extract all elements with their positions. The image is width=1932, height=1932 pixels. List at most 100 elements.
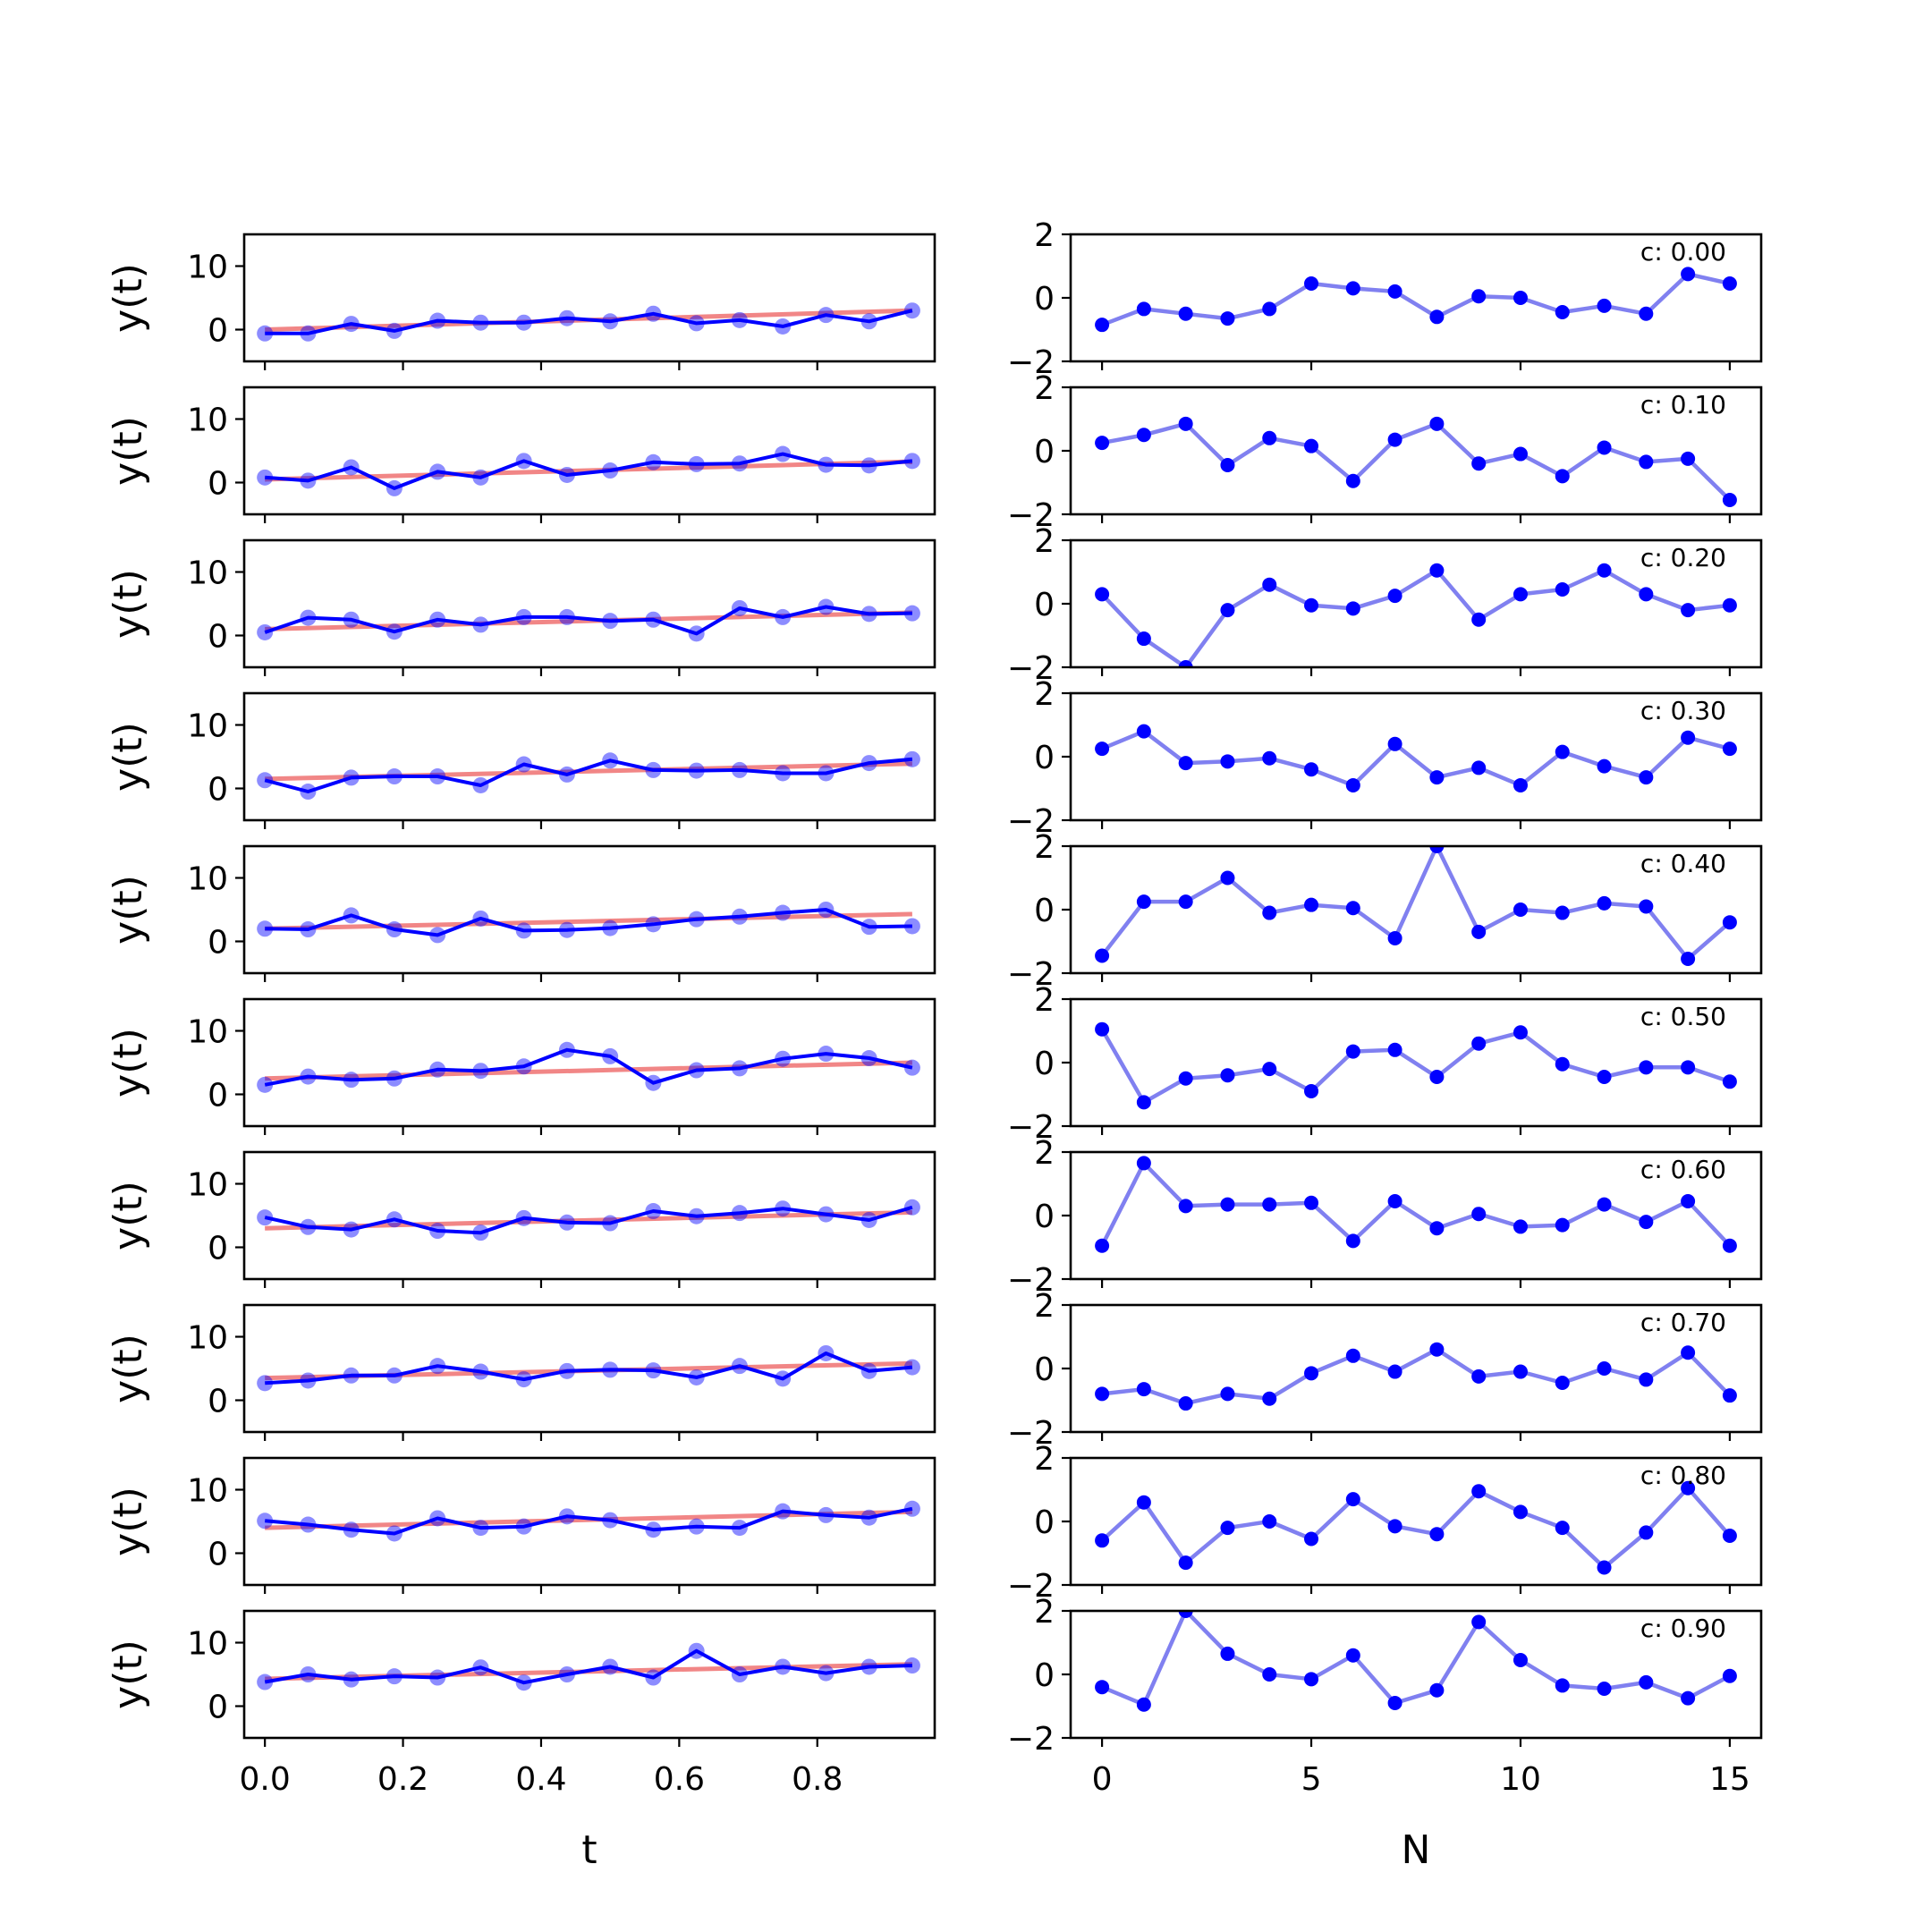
right-data-point xyxy=(1429,1069,1445,1084)
left-data-point xyxy=(257,1375,274,1392)
right-data-point xyxy=(1304,1672,1319,1687)
right-data-point xyxy=(1639,306,1654,321)
right-data-point xyxy=(1513,777,1528,792)
left-series-line xyxy=(265,1352,913,1385)
left-y-axis-label: y(t) xyxy=(106,416,151,486)
right-y-tick-label: 2 xyxy=(1034,1441,1055,1478)
right-series-group xyxy=(1095,724,1737,792)
right-data-point xyxy=(1639,770,1654,785)
right-annotation: c: 0.20 xyxy=(1640,543,1726,572)
left-y-tick-label: 0 xyxy=(208,1231,228,1267)
right-data-point xyxy=(1471,1484,1487,1499)
right-data-point xyxy=(1220,870,1235,886)
right-y-tick-label: 2 xyxy=(1034,1288,1055,1325)
right-data-point xyxy=(1095,1680,1110,1695)
right-series-group xyxy=(1095,845,1737,967)
right-annotation: c: 0.10 xyxy=(1640,390,1726,419)
right-data-point xyxy=(1220,1386,1235,1402)
right-data-point xyxy=(1387,1519,1402,1534)
right-data-point xyxy=(1429,770,1445,785)
right-y-tick-label: −2 xyxy=(1007,344,1055,381)
left-y-tick-label: 10 xyxy=(187,1473,228,1510)
right-data-point xyxy=(1722,1238,1737,1253)
left-y-tick-label: 10 xyxy=(187,1320,228,1357)
right-plot-frame xyxy=(1069,538,1763,669)
right-data-point xyxy=(1639,1674,1654,1690)
right-data-point xyxy=(1639,454,1654,470)
left-subplot-9: 0 10 0.0 0.2 0.4 0.6 0.8 y(t) xyxy=(106,1609,936,1798)
right-data-point xyxy=(1471,1207,1487,1222)
right-data-point xyxy=(1304,1366,1319,1381)
left-y-axis-label: y(t) xyxy=(106,1028,151,1097)
left-y-tick-label: 0 xyxy=(208,772,228,809)
right-data-point xyxy=(1555,744,1570,759)
right-data-point xyxy=(1597,440,1612,455)
right-data-point xyxy=(1722,915,1737,930)
right-series-group xyxy=(1095,1480,1737,1575)
left-x-tick-label: 0.0 xyxy=(240,1761,291,1798)
right-data-point xyxy=(1555,1521,1570,1536)
right-data-point xyxy=(1597,1069,1612,1084)
right-data-point xyxy=(1555,1056,1570,1072)
left-plot-frame xyxy=(242,997,936,1128)
left-subplot-5: 0 10 y(t) xyxy=(106,997,936,1135)
left-data-point xyxy=(903,1359,920,1376)
right-data-point xyxy=(1387,589,1402,604)
right-data-point xyxy=(1345,1348,1360,1363)
right-y-tick-label: 0 xyxy=(1034,1199,1055,1235)
right-data-point xyxy=(1304,1531,1319,1546)
right-y-tick-label: −2 xyxy=(1007,1721,1055,1758)
left-y-tick-label: 10 xyxy=(187,402,228,439)
right-data-point xyxy=(1639,1215,1654,1230)
right-data-point xyxy=(1178,756,1193,771)
left-y-tick-label: 10 xyxy=(187,708,228,745)
right-data-point xyxy=(1555,1217,1570,1233)
right-data-point xyxy=(1597,758,1612,774)
left-data-point xyxy=(257,1209,274,1226)
right-data-point xyxy=(1095,1021,1110,1037)
right-y-tick-label: −2 xyxy=(1007,497,1055,534)
right-data-point xyxy=(1095,1386,1110,1402)
left-subplot-8: 0 10 y(t) xyxy=(106,1456,936,1594)
right-data-point xyxy=(1136,1697,1151,1712)
right-data-point xyxy=(1639,1060,1654,1075)
right-data-point xyxy=(1178,1555,1193,1571)
right-subplot-8: −2 0 2 c: 0.80 xyxy=(1007,1441,1763,1605)
right-data-point xyxy=(1471,924,1487,939)
right-data-point xyxy=(1178,1071,1193,1086)
right-data-point xyxy=(1387,1194,1402,1209)
right-data-point xyxy=(1262,301,1277,317)
left-y-tick-label: 0 xyxy=(208,1537,228,1573)
right-series-line xyxy=(1101,272,1731,327)
left-x-tick-label: 0.6 xyxy=(654,1761,705,1798)
right-annotation: c: 0.90 xyxy=(1640,1614,1726,1643)
left-plot-frame xyxy=(242,691,936,822)
right-data-point xyxy=(1597,1197,1612,1212)
left-subplot-6: 0 10 y(t) xyxy=(106,1150,936,1288)
left-plot-frame xyxy=(242,386,936,516)
right-data-point xyxy=(1513,1504,1528,1520)
right-y-tick-label: 0 xyxy=(1034,740,1055,776)
left-x-axis-label: t xyxy=(581,1827,597,1873)
right-plot-frame xyxy=(1069,1609,1763,1740)
right-series-group xyxy=(1095,267,1737,333)
right-data-point xyxy=(1178,306,1193,321)
right-series-line xyxy=(1100,568,1731,668)
right-annotation: c: 0.80 xyxy=(1640,1461,1726,1490)
right-data-point xyxy=(1471,456,1487,471)
right-series-group xyxy=(1095,1156,1737,1253)
right-data-point xyxy=(1555,304,1570,319)
right-data-point xyxy=(1681,952,1696,967)
right-data-point xyxy=(1722,493,1737,508)
right-data-point xyxy=(1429,1527,1445,1542)
right-data-point xyxy=(1681,1194,1696,1209)
left-plot-frame xyxy=(242,844,936,975)
right-series-line xyxy=(1100,1486,1732,1570)
right-subplot-7: −2 0 2 c: 0.70 xyxy=(1007,1288,1763,1452)
right-data-point xyxy=(1220,603,1235,618)
right-y-tick-label: −2 xyxy=(1007,1568,1055,1605)
left-y-tick-label: 0 xyxy=(208,1078,228,1114)
right-data-point xyxy=(1513,1025,1528,1040)
right-data-point xyxy=(1262,1391,1277,1406)
left-data-point xyxy=(903,1059,920,1076)
